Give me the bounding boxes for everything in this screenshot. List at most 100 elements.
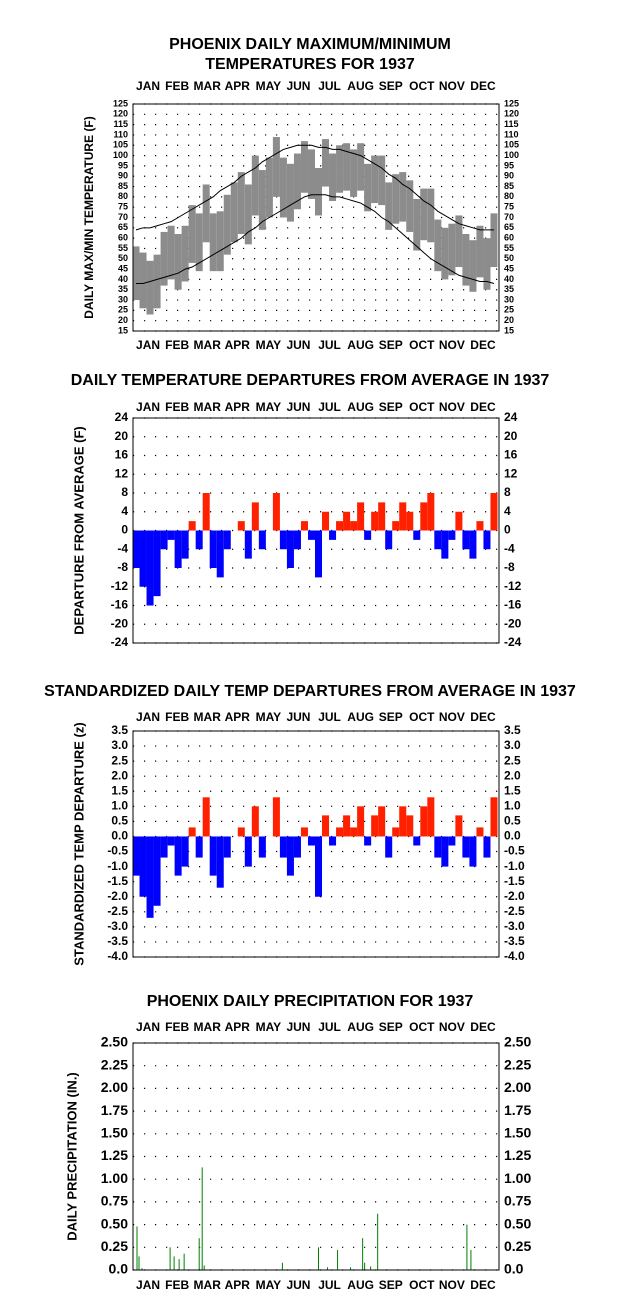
- y-tick-label: 65: [504, 222, 514, 232]
- y-tick-label: -4: [504, 541, 515, 555]
- month-label: JUL: [318, 400, 341, 414]
- y-tick-label: 1.25: [101, 1147, 128, 1163]
- month-label: MAR: [194, 338, 222, 352]
- bar: [139, 530, 147, 587]
- y-tick-label: 1.50: [101, 1125, 128, 1141]
- temp-range: [406, 180, 414, 232]
- bar: [322, 815, 330, 837]
- y-tick-label: 1.75: [504, 1102, 531, 1118]
- y-tick-label: 2.5: [111, 753, 128, 767]
- chart-title: PHOENIX DAILY MAXIMUM/MINIMUM: [169, 36, 451, 53]
- y-tick-label: 30: [504, 294, 514, 304]
- month-label: MAR: [194, 710, 222, 724]
- bar: [399, 502, 407, 531]
- temp-range: [160, 231, 168, 286]
- month-label: DEC: [470, 79, 496, 93]
- bar: [392, 521, 400, 531]
- y-tick-label: 125: [504, 98, 519, 108]
- y-tick-label: 40: [504, 274, 514, 284]
- bar: [237, 521, 245, 531]
- month-label: JAN: [136, 1020, 160, 1034]
- y-tick-label: -2.0: [504, 889, 525, 903]
- bar: [377, 1213, 379, 1270]
- bar: [209, 530, 217, 568]
- y-tick-label: 8: [121, 485, 128, 499]
- month-label: SEP: [379, 400, 403, 414]
- bar: [132, 530, 140, 568]
- month-label: FEB: [165, 400, 189, 414]
- y-tick-label: -1.5: [107, 874, 128, 888]
- bar: [413, 836, 421, 846]
- y-tick-label: 80: [504, 191, 514, 201]
- bar: [469, 836, 477, 867]
- month-label: JAN: [136, 1278, 160, 1292]
- bar: [434, 530, 442, 550]
- bar: [448, 836, 456, 846]
- y-tick-label: 3.0: [504, 738, 521, 752]
- month-label: OCT: [409, 338, 435, 352]
- y-tick-label: 20: [118, 315, 128, 325]
- bar: [160, 530, 168, 550]
- month-label: MAY: [256, 400, 282, 414]
- bar: [420, 806, 428, 837]
- y-tick-label: 0: [121, 523, 128, 537]
- y-tick-label: 1.00: [101, 1170, 128, 1186]
- bar: [251, 502, 259, 531]
- bar: [141, 1268, 143, 1270]
- bar: [455, 511, 463, 531]
- y-tick-label: 16: [504, 448, 518, 462]
- bar: [244, 836, 252, 867]
- temp-range: [195, 213, 203, 272]
- bar: [146, 530, 154, 606]
- temp-range: [237, 172, 245, 235]
- bar: [370, 1266, 372, 1270]
- month-label: APR: [225, 710, 251, 724]
- bar: [364, 836, 372, 846]
- bar: [244, 530, 252, 559]
- bar: [314, 836, 323, 897]
- bar: [357, 502, 365, 531]
- temp-range: [251, 155, 259, 216]
- temp-range: [322, 139, 330, 187]
- bar: [455, 815, 463, 837]
- bar: [343, 815, 351, 837]
- month-label: NOV: [439, 1020, 465, 1034]
- bar: [441, 836, 449, 867]
- month-label: FEB: [165, 1278, 189, 1292]
- y-tick-label: 1.75: [101, 1102, 128, 1118]
- plot-frame: [132, 103, 500, 332]
- chart-title: TEMPERATURES FOR 1937: [205, 56, 415, 73]
- y-tick-label: 110: [504, 129, 519, 139]
- y-tick-label: 1.0: [111, 799, 128, 813]
- bar: [203, 1265, 205, 1270]
- temp-range: [399, 172, 407, 222]
- month-label: MAR: [194, 400, 222, 414]
- month-label: AUG: [347, 710, 374, 724]
- y-tick-label: -3.0: [504, 919, 525, 933]
- bar: [378, 806, 386, 837]
- bar: [174, 530, 182, 568]
- month-label: NOV: [439, 79, 465, 93]
- temp-range: [272, 137, 280, 197]
- bar: [307, 836, 315, 846]
- month-label: OCT: [409, 79, 435, 93]
- bar: [406, 815, 414, 837]
- bar: [371, 815, 379, 837]
- y-tick-label: 120: [504, 109, 519, 119]
- bar: [138, 1256, 140, 1270]
- y-tick-label: -12: [504, 579, 522, 593]
- bar: [279, 530, 287, 550]
- y-tick-label: 1.00: [504, 1170, 531, 1186]
- y-tick-label: -24: [111, 635, 129, 649]
- bar: [223, 530, 231, 550]
- bar: [167, 530, 175, 540]
- y-tick-label: 0.0: [109, 1261, 129, 1277]
- bar: [350, 1267, 352, 1270]
- temp-range: [469, 240, 477, 292]
- y-tick-label: -0.5: [107, 844, 128, 858]
- y-tick-label: 120: [113, 109, 128, 119]
- temp-range: [364, 163, 372, 212]
- y-tick-label: -0.5: [504, 844, 525, 858]
- y-tick-label: 100: [504, 150, 519, 160]
- y-tick-label: 65: [118, 222, 128, 232]
